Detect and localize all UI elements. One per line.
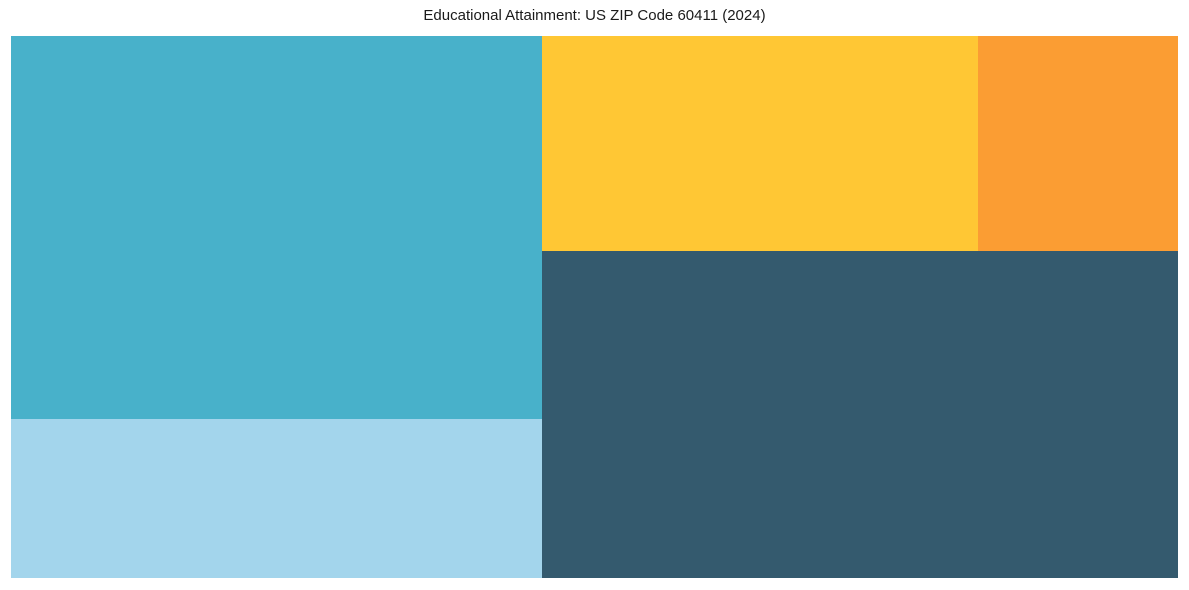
treemap-tile[interactable]: [11, 36, 542, 419]
chart-title: Educational Attainment: US ZIP Code 6041…: [423, 7, 766, 24]
treemap-tile[interactable]: [542, 251, 1178, 578]
treemap-tile[interactable]: [11, 419, 542, 578]
treemap-tile[interactable]: [542, 36, 978, 251]
treemap-tile[interactable]: [978, 36, 1178, 251]
treemap-plot-area: [11, 36, 1178, 578]
